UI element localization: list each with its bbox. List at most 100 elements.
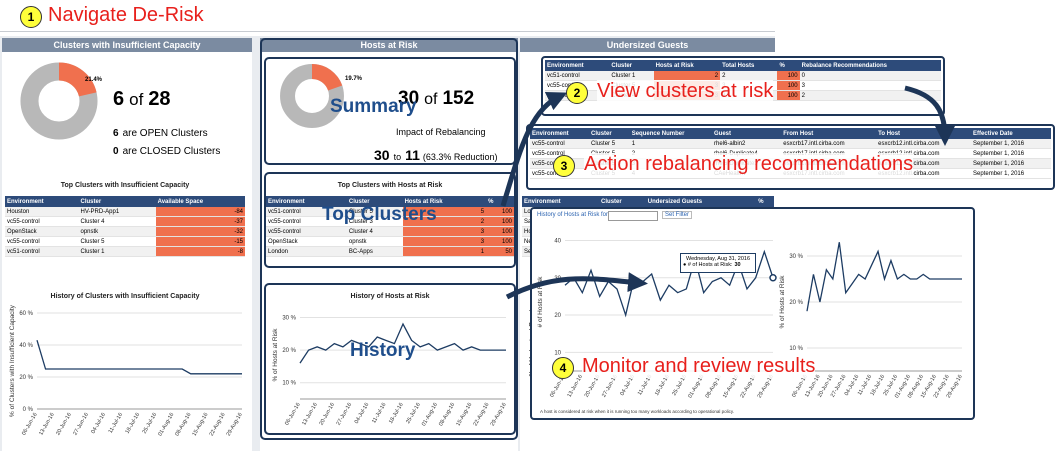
table-cell: Cluster 4 (346, 226, 403, 237)
summary-count: 30 of 152 (398, 88, 474, 110)
table-cell: Cluster 5 (346, 207, 403, 217)
y-axis-label: % of Clusters with Insufficient Capacity (9, 305, 16, 417)
donut-slice (311, 64, 343, 91)
filter-select (608, 211, 658, 221)
callout-text: Monitor and review results (582, 355, 816, 378)
count: 6 (113, 88, 125, 110)
data-table: Environment Cluster Hosts at Risk% vc51-con… (266, 196, 514, 257)
table-cell: 100 (486, 236, 514, 247)
x-tick-label: 20-Jun-16 (55, 412, 73, 436)
column-header: Cluster (609, 60, 654, 71)
y-tick-label: 20 % (19, 375, 33, 381)
chart-title: History of Hosts at Risk (350, 293, 430, 300)
table-row: OpenStack opnstk 3 100 (266, 236, 514, 247)
table-title: Top Clusters with Hosts at Risk (337, 182, 443, 189)
column-header: To Host (876, 128, 972, 139)
x-tick-label: 13-Jun-16 (38, 412, 56, 436)
column-header: Sequence Number (629, 128, 713, 139)
header-row: Environment Cluster Hosts at Risk% (266, 196, 514, 207)
table-cell: vc55-control (530, 139, 590, 149)
y-tick-label: 30 % (282, 316, 296, 322)
y-tick-label: 20 % (789, 300, 803, 306)
table-cell: September 1, 2016 (971, 139, 1051, 149)
status-count: 6 (113, 128, 119, 139)
x-tick-label: 29-Aug-16 (226, 412, 244, 437)
chart-title: History of Clusters with Insufficient Ca… (50, 293, 200, 300)
table-cell: Houston (5, 207, 79, 217)
table-cell: HV-PRD-App1 (78, 207, 156, 217)
table-cell: Cluster 5 (589, 139, 630, 149)
column-header: From Host (781, 128, 877, 139)
filter-button[interactable]: Set Filter (662, 211, 693, 219)
table-cell: -8 (155, 246, 245, 257)
y-tick-label: 10 % (789, 346, 803, 352)
table-row: vc55-control Cluster 5 1 rhel6-albin2 esxcrb… (530, 139, 1051, 149)
table-cell: vc51-control (5, 246, 79, 257)
y-axis-label: % of Hosts at Risk (272, 328, 279, 382)
panel-header: Hosts at Risk (260, 38, 518, 52)
x-tick-label: 22-Aug-16 (209, 412, 227, 437)
table-cell: -37 (155, 216, 245, 227)
status-count: 0 (113, 146, 119, 157)
column-header: Cluster (78, 196, 156, 207)
line-chart: 10 %20 %30 %06-Jun-1613-Jun-1620-Jun-162… (779, 242, 964, 399)
table-title: Top Clusters with Insufficient Capacity (60, 182, 190, 189)
table: Environment Cluster Hosts at Risk% vc51-con… (266, 196, 514, 257)
tooltip-series: ● # of Hosts at Risk: (683, 262, 733, 268)
x-tick-label: 01-Aug-16 (157, 412, 175, 437)
column-header: % (756, 196, 774, 207)
reduction: 30 to 11 (63.3% Reduction) (374, 147, 497, 163)
x-tick-label: 11-Jul-16 (108, 412, 124, 435)
table-cell: vc51-control (266, 207, 347, 217)
x-tick-label: 18-Jul-16 (125, 412, 142, 435)
of: of (424, 91, 438, 108)
callout-number: 2 (566, 82, 588, 104)
column-header: Rebalance Recommendations (799, 60, 941, 71)
table-cell: 100 (777, 80, 800, 91)
table-cell: Cluster 3 (346, 216, 403, 227)
data-line (299, 322, 506, 364)
column-header: Guest (712, 128, 782, 139)
line-chart: 0 % 20 % 40 % 60 % 06-Jun-16 13-Jun-16 20-Jun-… (9, 305, 244, 437)
highlight-point (769, 274, 777, 282)
impact-label: Impact of Rebalancing (396, 127, 486, 137)
highlight-box (264, 283, 516, 435)
table-cell: vc55-control (266, 226, 347, 237)
table-row: London BC-Apps 1 50 (266, 246, 514, 257)
x-tick-label: 15-Aug-16 (192, 412, 210, 437)
table-cell: -15 (155, 236, 245, 247)
x-tick-label: 08-Aug-16 (174, 412, 192, 437)
column-header: Hosts at Risk (653, 60, 721, 71)
table-row: vc55-control Cluster 4 3 100 (266, 226, 514, 237)
y-tick-label: 40 % (19, 343, 33, 349)
total: 28 (148, 88, 171, 110)
y-tick-label: 10 % (282, 381, 296, 387)
table-cell: OpenStack (5, 226, 79, 237)
of: of (129, 90, 144, 109)
column-header: Environment (545, 60, 610, 71)
table: Environment Cluster Available Space Houston… (5, 196, 245, 257)
callout-text: Action rebalancing recommendations (584, 153, 914, 176)
column-header: Environment (530, 128, 590, 139)
table-row: vc55-control Cluster 3 2 100 (266, 216, 514, 227)
table-cell: September 1, 2016 (971, 168, 1051, 179)
overlay-label: History (350, 340, 416, 361)
x-tick-label: 25-Jul-16 (142, 412, 159, 435)
status-line: 6 are OPEN Clusters (113, 128, 208, 139)
donut-label: 19.7% (345, 76, 363, 82)
donut-label: 21.4% (85, 77, 103, 83)
table-cell: 1 (629, 139, 713, 149)
donut-chart (280, 64, 344, 128)
status-text: are OPEN Clusters (122, 128, 208, 139)
column-header: Cluster (346, 196, 403, 207)
table-cell: 3 (799, 80, 941, 91)
callout-number: 3 (553, 155, 575, 177)
x-tick-label: 04-Jul-16 (90, 412, 107, 435)
popup (530, 207, 975, 420)
table-cell: 3 (402, 236, 487, 247)
table-cell: 0 (799, 71, 941, 81)
y-tick-label: 30 % (789, 254, 803, 260)
y-tick-label: 20 (554, 313, 561, 319)
column-header: Environment (522, 196, 600, 207)
